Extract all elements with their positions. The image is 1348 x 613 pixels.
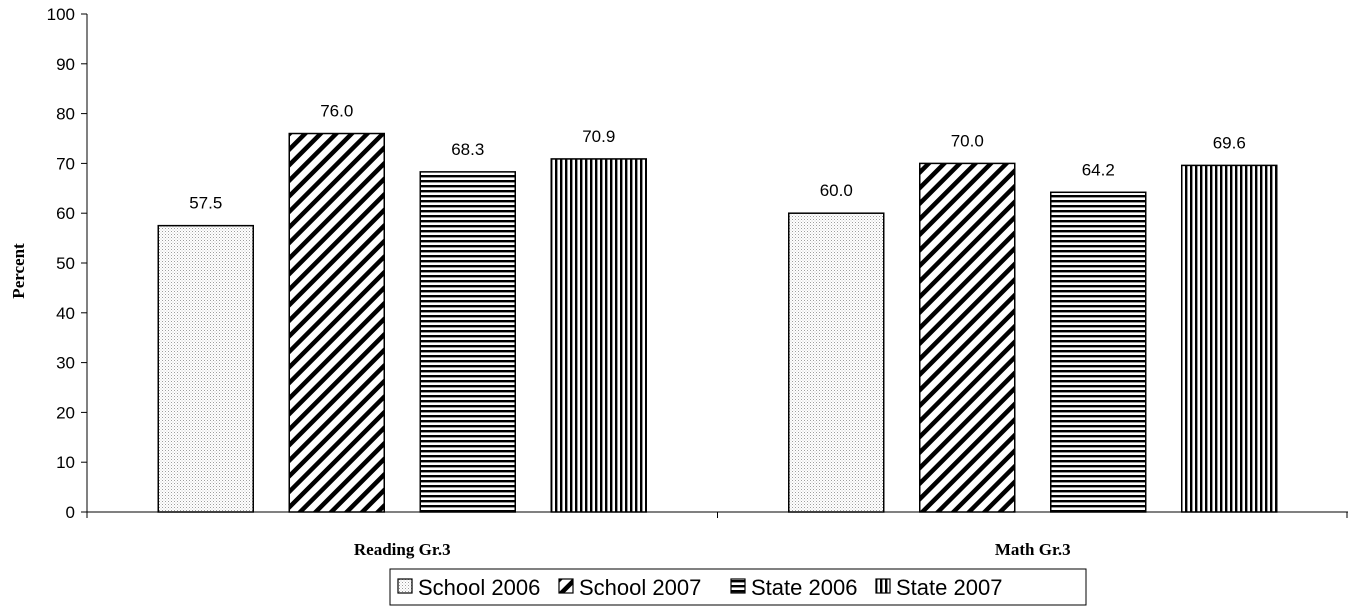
legend-swatch — [730, 578, 746, 594]
axes — [86, 14, 1348, 518]
legend-label: State 2006 — [751, 575, 857, 600]
legend-swatch — [558, 578, 574, 594]
y-tick-label: 60 — [56, 204, 75, 223]
data-label: 57.5 — [189, 194, 222, 213]
data-label: 69.6 — [1213, 133, 1246, 152]
y-tick-label: 80 — [56, 105, 75, 124]
y-tick-label: 10 — [56, 453, 75, 472]
y-tick-label: 20 — [56, 403, 75, 422]
legend-swatch — [397, 578, 413, 594]
x-category-label: Reading Gr.3 — [354, 540, 451, 559]
y-axis-title: Percent — [9, 243, 28, 299]
y-axis-ticks: 0 10 20 30 40 50 60 70 80 90 100 — [47, 5, 87, 522]
category-labels: Reading Gr.3 Math Gr.3 — [354, 540, 1071, 559]
data-label: 70.9 — [582, 127, 615, 146]
bar-school-2007 — [288, 132, 385, 513]
legend: School 2006 School 2007 State 2006 State 20… — [389, 568, 1087, 606]
y-tick-label: 50 — [56, 254, 75, 273]
data-label: 68.3 — [451, 140, 484, 159]
x-category-label: Math Gr.3 — [995, 540, 1071, 559]
legend-label: School 2006 — [418, 575, 540, 600]
data-label: 76.0 — [320, 102, 353, 121]
data-labels: 57.5 76.0 68.3 70.9 60.0 70.0 64.2 69.6 — [189, 102, 1246, 213]
bar-state-2007 — [1181, 164, 1278, 513]
bar-state-2006 — [1050, 191, 1147, 513]
data-label: 70.0 — [951, 131, 984, 150]
y-tick-label: 90 — [56, 55, 75, 74]
bars — [157, 132, 1278, 513]
legend-label: State 2007 — [896, 575, 1002, 600]
y-tick-label: 0 — [66, 503, 75, 522]
y-tick-label: 100 — [47, 5, 75, 24]
data-label: 64.2 — [1082, 160, 1115, 179]
data-label: 60.0 — [820, 181, 853, 200]
bar-school-2006 — [157, 224, 254, 513]
bar-school-2006 — [788, 212, 885, 513]
legend-label: School 2007 — [579, 575, 701, 600]
y-tick-label: 70 — [56, 154, 75, 173]
legend-swatch — [875, 578, 891, 594]
bar-state-2006 — [419, 171, 516, 513]
y-tick-label: 40 — [56, 304, 75, 323]
bar-school-2007 — [919, 162, 1016, 513]
y-tick-label: 30 — [56, 354, 75, 373]
bar-state-2007 — [550, 158, 647, 513]
